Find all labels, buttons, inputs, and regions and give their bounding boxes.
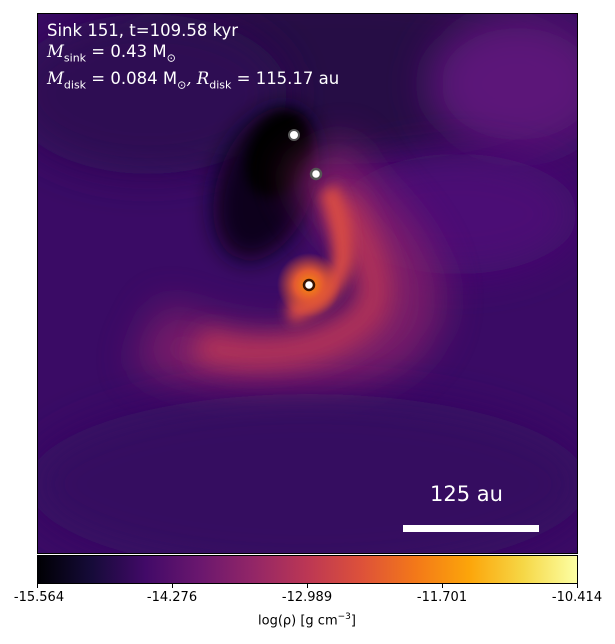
colorbar-tick-label: -11.701 — [416, 590, 468, 605]
scalebar-label: 125 au — [430, 482, 503, 506]
sink-central — [302, 278, 316, 292]
colorbar-gradient — [38, 556, 577, 583]
colorbar — [37, 555, 578, 584]
disk-mass-radius-label: Mdisk = 0.084 M⊙, Rdisk = 115.17 au — [47, 69, 340, 92]
colorbar-tick — [577, 584, 578, 588]
sink-time-label: Sink 151, t=109.58 kyr — [47, 21, 239, 40]
density-image — [38, 14, 577, 553]
colorbar-tick — [172, 584, 173, 588]
colorbar-tick-label: -10.414 — [551, 590, 603, 605]
colorbar-tick-label: -12.989 — [281, 590, 333, 605]
sink-middle — [309, 167, 323, 181]
colorbar-tick-label: -15.564 — [13, 590, 65, 605]
colorbar-label: log(ρ) [g cm−3] — [258, 612, 356, 629]
colorbar-tick-label: -14.276 — [146, 590, 198, 605]
colorbar-tick — [307, 584, 308, 588]
annotation-block: Sink 151, t=109.58 kyr Msink = 0.43 M⊙ M… — [47, 20, 339, 96]
colorbar-tick — [37, 584, 38, 588]
sink-mass-label: Msink = 0.43 M⊙ — [47, 42, 176, 65]
density-map — [37, 13, 578, 554]
scalebar — [403, 525, 539, 532]
colorbar-tick — [442, 584, 443, 588]
sink-top — [288, 129, 300, 141]
